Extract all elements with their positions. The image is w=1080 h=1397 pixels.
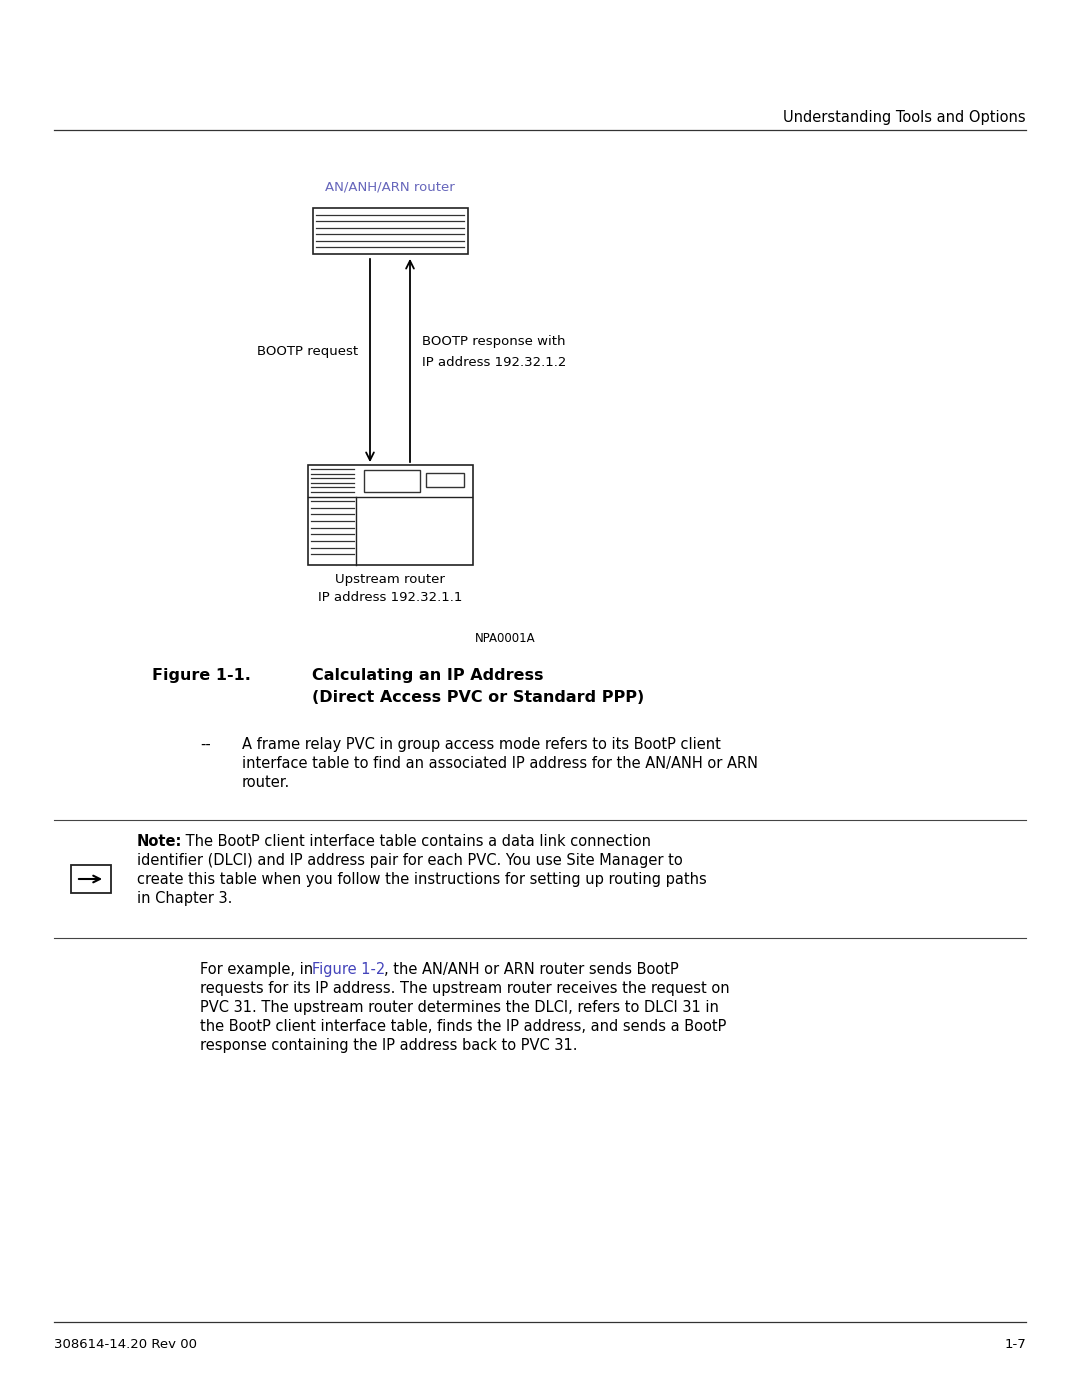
Text: in Chapter 3.: in Chapter 3. (137, 891, 232, 907)
Text: create this table when you follow the instructions for setting up routing paths: create this table when you follow the in… (137, 872, 706, 887)
Text: identifier (DLCI) and IP address pair for each PVC. You use Site Manager to: identifier (DLCI) and IP address pair fo… (137, 854, 683, 868)
Text: Figure 1-1.: Figure 1-1. (152, 668, 251, 683)
Text: , the AN/ANH or ARN router sends BootP: , the AN/ANH or ARN router sends BootP (384, 963, 678, 977)
Text: Calculating an IP Address: Calculating an IP Address (312, 668, 543, 683)
Bar (313, 208, 468, 254)
Text: BOOTP response with: BOOTP response with (422, 335, 566, 348)
Text: 1-7: 1-7 (1004, 1338, 1026, 1351)
Text: AN/ANH/ARN router: AN/ANH/ARN router (325, 180, 455, 193)
Text: The BootP client interface table contains a data link connection: The BootP client interface table contain… (181, 834, 651, 849)
Text: NPA0001A: NPA0001A (475, 631, 536, 645)
Text: Figure 1-2: Figure 1-2 (312, 963, 386, 977)
Text: IP address 192.32.1.2: IP address 192.32.1.2 (422, 355, 566, 369)
Text: A frame relay PVC in group access mode refers to its BootP client: A frame relay PVC in group access mode r… (242, 738, 720, 752)
Bar (426, 474, 464, 488)
Text: Note:: Note: (137, 834, 183, 849)
Text: interface table to find an associated IP address for the AN/ANH or ARN: interface table to find an associated IP… (242, 756, 758, 771)
Text: the BootP client interface table, finds the IP address, and sends a BootP: the BootP client interface table, finds … (200, 1018, 727, 1034)
Text: IP address 192.32.1.1: IP address 192.32.1.1 (318, 591, 462, 604)
Text: Understanding Tools and Options: Understanding Tools and Options (783, 110, 1026, 124)
Bar (71, 865, 111, 893)
Text: router.: router. (242, 775, 291, 789)
Text: --: -- (200, 738, 211, 752)
Text: BOOTP request: BOOTP request (257, 345, 357, 359)
Text: PVC 31. The upstream router determines the DLCI, refers to DLCI 31 in: PVC 31. The upstream router determines t… (200, 1000, 719, 1016)
Bar (308, 465, 473, 564)
Bar (364, 469, 420, 492)
Text: (Direct Access PVC or Standard PPP): (Direct Access PVC or Standard PPP) (312, 690, 645, 705)
Text: For example, in: For example, in (200, 963, 318, 977)
Text: response containing the IP address back to PVC 31.: response containing the IP address back … (200, 1038, 578, 1053)
Text: 308614-14.20 Rev 00: 308614-14.20 Rev 00 (54, 1338, 197, 1351)
Text: requests for its IP address. The upstream router receives the request on: requests for its IP address. The upstrea… (200, 981, 730, 996)
Text: Upstream router: Upstream router (335, 573, 445, 585)
